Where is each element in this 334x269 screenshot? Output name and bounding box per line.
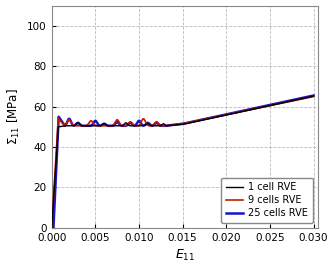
Line: 1 cell RVE: 1 cell RVE (52, 96, 314, 228)
25 cells RVE (148, 123, 152, 126)
9 cells RVE (167, 124, 171, 127)
25 cells RVE (112, 123, 116, 127)
1 cell RVE (310, 95, 314, 98)
9 cells RVE (111, 124, 115, 127)
1 cell RVE (50, 226, 54, 229)
9 cells RVE (113, 121, 117, 124)
9 cells RVE (112, 123, 116, 126)
9 cells RVE (148, 124, 152, 128)
25 cells RVE (312, 94, 316, 97)
X-axis label: $E_{11}$: $E_{11}$ (175, 248, 195, 263)
9 cells RVE (310, 95, 314, 98)
1 cell RVE (112, 124, 116, 128)
Line: 25 cells RVE: 25 cells RVE (52, 95, 314, 228)
1 cell RVE (312, 94, 316, 98)
Line: 9 cells RVE: 9 cells RVE (52, 97, 314, 228)
9 cells RVE (312, 95, 316, 98)
25 cells RVE (50, 226, 54, 229)
Y-axis label: $\Sigma_{11}$ [MPa]: $\Sigma_{11}$ [MPa] (6, 89, 22, 145)
9 cells RVE (50, 226, 54, 229)
25 cells RVE (113, 122, 117, 125)
25 cells RVE (310, 94, 314, 98)
1 cell RVE (148, 124, 152, 127)
25 cells RVE (111, 124, 115, 127)
25 cells RVE (167, 124, 171, 127)
Legend: 1 cell RVE, 9 cells RVE, 25 cells RVE: 1 cell RVE, 9 cells RVE, 25 cells RVE (221, 178, 313, 223)
1 cell RVE (111, 124, 115, 128)
1 cell RVE (167, 124, 171, 127)
1 cell RVE (113, 124, 117, 128)
